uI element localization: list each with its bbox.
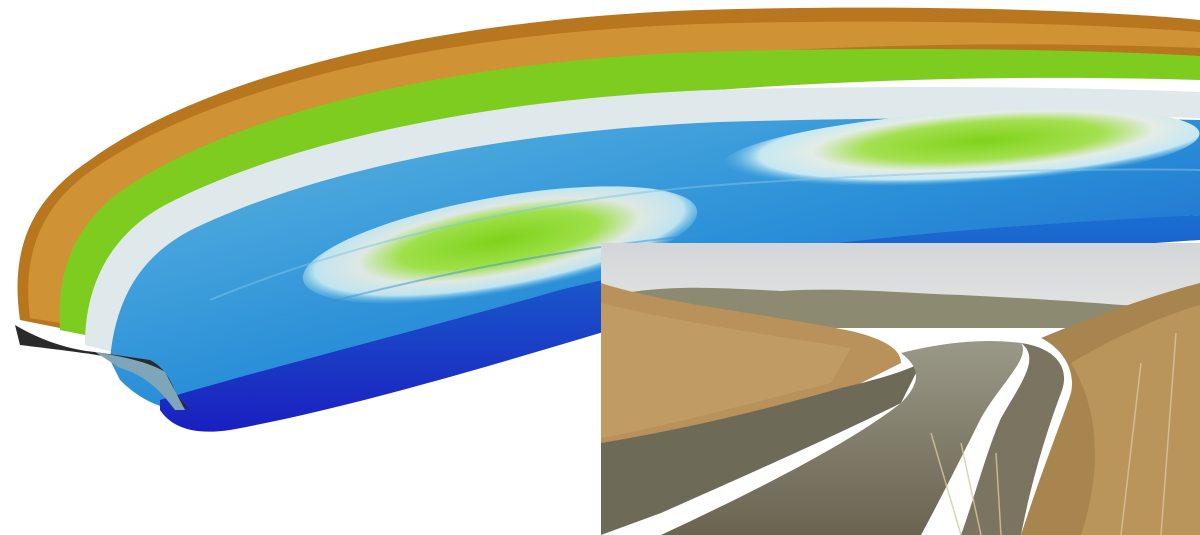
creek-photo (601, 243, 1200, 535)
photo-left-mudbank (601, 363, 921, 535)
photo-water (661, 341, 1023, 535)
left-edge (15, 325, 190, 410)
green-rim (59, 49, 1200, 346)
shelf-band (85, 86, 1200, 365)
deep-channel (160, 215, 1200, 432)
shoal-bar-left (302, 186, 698, 304)
